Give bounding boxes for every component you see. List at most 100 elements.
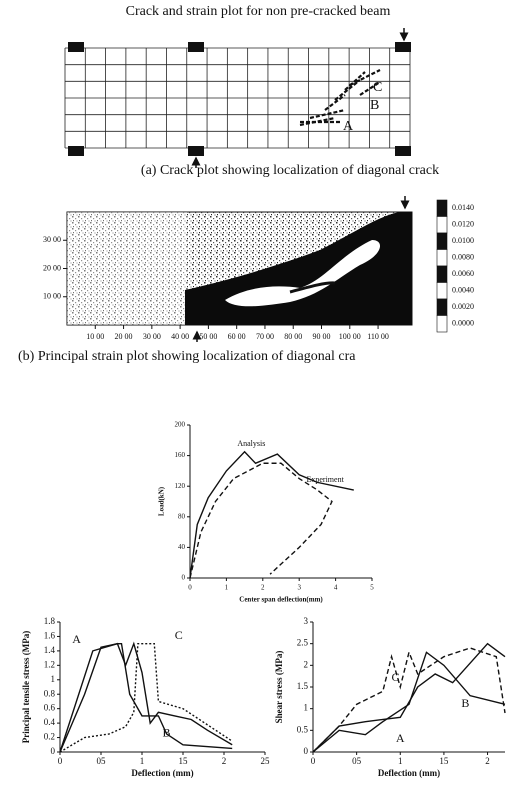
colorbar-swatch xyxy=(436,298,448,316)
strain-core xyxy=(289,281,336,294)
y-tick-label: 0.4 xyxy=(44,717,56,727)
crack xyxy=(349,69,381,86)
y-tick-label: 0.8 xyxy=(44,688,56,698)
annotation: Analysis xyxy=(237,439,265,448)
series-line xyxy=(312,642,506,753)
x-tick-label: 60 00 xyxy=(228,332,246,341)
y-tick-label: 0.2 xyxy=(44,732,55,742)
x-tick-label: 110 00 xyxy=(367,332,389,341)
caption-a: (a) Crack plot showing localization of d… xyxy=(141,163,439,178)
strain-peak xyxy=(225,240,381,307)
crack xyxy=(334,79,361,101)
support xyxy=(395,146,411,156)
annotation: Experiment xyxy=(306,475,344,484)
series-line xyxy=(59,642,233,753)
y-tick-label: 200 xyxy=(175,421,186,429)
colorbar-label: 0.0140 xyxy=(452,203,474,212)
series-line xyxy=(312,651,506,753)
y-tick-label: 2.5 xyxy=(297,638,309,648)
support xyxy=(188,146,204,156)
crack xyxy=(299,116,336,127)
x-tick-label: 2 xyxy=(261,584,265,592)
x-tick-label: 05 xyxy=(352,756,362,766)
x-tick-label: 25 xyxy=(261,756,271,766)
y-tick-label: 3 xyxy=(304,616,309,626)
x-tick-label: 90 00 xyxy=(313,332,331,341)
x-axis-label: Deflection (mm) xyxy=(131,768,193,778)
caption-b: (b) Principal strain plot showing locali… xyxy=(18,349,356,364)
colorbar-swatch xyxy=(436,265,448,283)
x-axis-label: Deflection (mm) xyxy=(378,768,440,778)
y-tick-label: 2 xyxy=(304,659,309,669)
y-tick-label: 30 00 xyxy=(43,235,61,244)
x-tick-label: 2 xyxy=(485,756,490,766)
x-tick-label: 05 xyxy=(97,756,107,766)
colorbar-label: 0.0040 xyxy=(452,286,474,295)
x-tick-label: 1 xyxy=(225,584,229,592)
x-tick-label: 100 00 xyxy=(339,332,361,341)
y-tick-label: 1 xyxy=(51,674,56,684)
series-line xyxy=(189,450,354,579)
annotation: B xyxy=(461,696,469,710)
x-tick-label: 1 xyxy=(140,756,145,766)
series-line xyxy=(189,462,333,579)
y-tick-label: 10 00 xyxy=(43,292,61,301)
series-line xyxy=(59,642,233,753)
colorbar-label: 0.0020 xyxy=(452,302,474,311)
y-tick-label: 1.4 xyxy=(44,645,56,655)
x-tick-label: 20 00 xyxy=(115,332,133,341)
x-tick-label: 5 xyxy=(370,584,374,592)
colorbar-label: 0.0000 xyxy=(452,319,474,328)
colorbar-swatch xyxy=(436,216,448,234)
x-tick-label: 70 00 xyxy=(256,332,274,341)
y-tick-label: 1.2 xyxy=(44,659,55,669)
x-tick-label: 30 00 xyxy=(143,332,161,341)
support xyxy=(68,42,84,52)
crack xyxy=(344,71,366,91)
x-tick-label: 10 00 xyxy=(86,332,104,341)
colorbar-swatch xyxy=(436,315,448,333)
colorbar-label: 0.0120 xyxy=(452,220,474,229)
y-tick-label: 0 xyxy=(304,746,309,756)
y-tick-label: 160 xyxy=(175,451,186,459)
crack-label: A xyxy=(343,119,354,134)
annotation: C xyxy=(392,670,400,684)
y-axis-label: Shear stress (MPa) xyxy=(274,651,284,724)
colorbar-swatch xyxy=(436,232,448,250)
x-tick-label: 15 xyxy=(439,756,449,766)
strain-axes: 10 00 20 00 30 00 40 00 50 00 60 00 70 00 80 00… xyxy=(43,196,474,342)
x-tick-label: 80 00 xyxy=(284,332,302,341)
y-tick-label: 20 00 xyxy=(43,263,61,272)
colorbar-swatch xyxy=(436,199,448,217)
x-tick-label: 2 xyxy=(222,756,227,766)
annotation: B xyxy=(163,726,171,740)
x-tick-label: 0 xyxy=(188,584,192,592)
series-line xyxy=(59,641,233,753)
colorbar-label: 0.0100 xyxy=(452,236,474,245)
support xyxy=(395,42,411,52)
series-line xyxy=(312,647,506,753)
strain-plot xyxy=(66,211,413,326)
x-tick-label: 0 xyxy=(311,756,316,766)
figure-title: Crack and strain plot for non pre-cracke… xyxy=(126,4,391,19)
y-tick-label: 0 xyxy=(182,574,186,582)
x-tick-label: 0 xyxy=(58,756,63,766)
y-axis-label: Load(kN) xyxy=(158,486,166,516)
y-tick-label: 1.8 xyxy=(44,616,56,626)
annotation: A xyxy=(72,632,81,646)
y-tick-label: 40 xyxy=(178,543,186,551)
y-tick-label: 1.5 xyxy=(297,681,309,691)
crack-label: C xyxy=(373,80,382,95)
support xyxy=(68,146,84,156)
x-tick-label: 15 xyxy=(179,756,189,766)
y-axis-label: Principal tensile stress (MPa) xyxy=(21,631,31,744)
x-tick-label: 50 00 xyxy=(199,332,217,341)
y-tick-label: 1.6 xyxy=(44,631,56,641)
x-tick-label: 3 xyxy=(297,584,301,592)
x-axis-label: Center span deflection(mm) xyxy=(239,596,323,604)
crack-label: B xyxy=(370,98,379,113)
y-tick-label: 0.6 xyxy=(44,703,56,713)
strain-low xyxy=(67,212,187,325)
y-tick-label: 0.5 xyxy=(297,724,309,734)
colorbar-swatch xyxy=(436,249,448,267)
